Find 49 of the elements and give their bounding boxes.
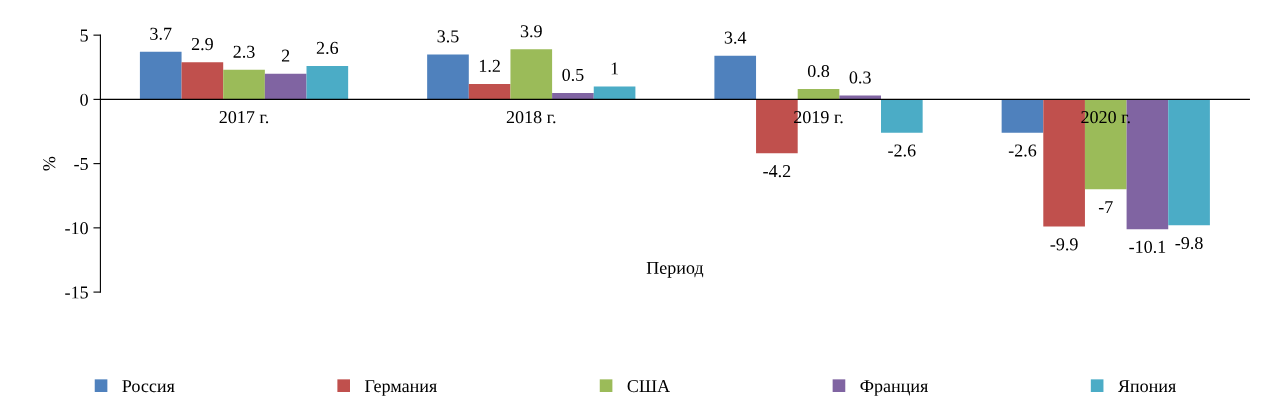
- data-label: 3.5: [437, 30, 459, 43]
- legend-label: Германия: [364, 380, 437, 396]
- data-label: 3.4: [724, 31, 747, 44]
- data-label: 3.9: [520, 25, 542, 38]
- bar: [1168, 99, 1210, 226]
- data-label: 2.9: [191, 37, 213, 51]
- data-label: -9.8: [1175, 236, 1203, 250]
- data-label: -2.6: [1008, 144, 1037, 157]
- data-label: -4.2: [763, 165, 791, 178]
- data-label: 3.7: [150, 27, 172, 40]
- y-axis-title: %: [43, 156, 56, 171]
- bar: [881, 99, 923, 133]
- data-label: 2.3: [233, 45, 255, 58]
- bar: [427, 54, 469, 100]
- bar: [797, 89, 840, 100]
- x-axis-title: Период: [646, 261, 704, 278]
- bar: [306, 65, 349, 100]
- data-label: 1: [611, 62, 619, 75]
- data-label: 0.5: [562, 68, 584, 82]
- bar: [223, 69, 265, 100]
- x-tick-label: 2017 г.: [219, 111, 269, 124]
- bar: [264, 73, 307, 100]
- legend-label: США: [627, 380, 670, 393]
- data-label: -7: [1098, 201, 1113, 213]
- y-tick-label: -10: [65, 222, 88, 235]
- y-tick-label: 5: [80, 29, 88, 42]
- data-label: 2.6: [316, 41, 339, 55]
- bar: [714, 55, 757, 100]
- y-tick-label: -5: [74, 158, 88, 171]
- bar: [510, 49, 553, 100]
- data-label: 0.8: [807, 64, 830, 78]
- data-label: 2: [281, 49, 290, 62]
- bar: [468, 83, 511, 100]
- y-tick-label: 0: [80, 93, 88, 106]
- data-label: -10.1: [1129, 240, 1166, 254]
- legend-label: Россия: [122, 380, 175, 393]
- legend-label: Франция: [860, 380, 928, 396]
- data-label: -9.9: [1050, 238, 1078, 251]
- x-tick-label: 2018 г.: [506, 111, 556, 124]
- data-label: 1.2: [479, 59, 500, 73]
- bar: [1001, 99, 1044, 133]
- bar: [552, 92, 594, 100]
- data-label: 0.3: [849, 71, 871, 84]
- data-label: -2.6: [888, 144, 916, 157]
- legend-label: Япония: [1117, 380, 1176, 393]
- bar: [139, 51, 182, 100]
- bar: [593, 86, 636, 100]
- y-tick-label: -15: [65, 286, 88, 299]
- bar: [181, 62, 224, 100]
